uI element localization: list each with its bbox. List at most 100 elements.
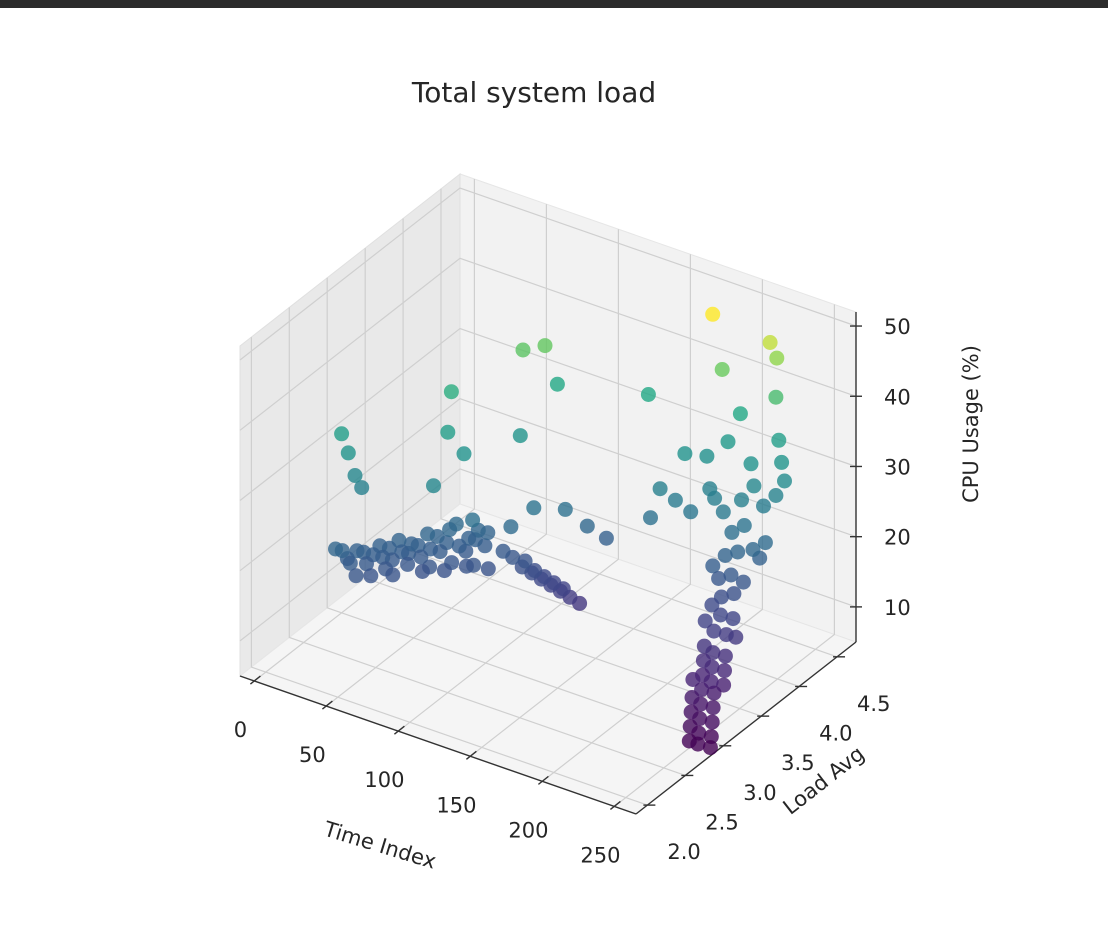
data-point (640, 387, 656, 402)
y-grid-line (326, 277, 724, 747)
data-point (328, 541, 343, 557)
y-grid-line (250, 337, 648, 806)
data-point (705, 306, 721, 322)
data-point (537, 338, 553, 354)
y-grid-line (288, 307, 686, 776)
data-point (734, 492, 749, 508)
data-point (771, 432, 787, 448)
data-point (456, 446, 472, 462)
data-point (704, 714, 720, 730)
data-point (400, 556, 416, 572)
z-grid-line (239, 398, 857, 572)
x-axis-line (239, 675, 637, 815)
data-point (724, 524, 740, 540)
data-point (769, 350, 785, 366)
data-point (711, 571, 727, 586)
data-point (549, 376, 565, 392)
data-point (495, 543, 511, 559)
data-point (480, 561, 496, 577)
chart-container: 0 50 100 150 200 250 2.0 2.5 3.0 3.5 4.0 4.5 10 20 30 4… (0, 8, 1108, 936)
data-point (683, 504, 699, 520)
data-point (436, 563, 452, 579)
data-point (579, 518, 595, 534)
data-point (557, 501, 573, 517)
x-grid-line (470, 254, 692, 757)
x-tick-mark (465, 750, 477, 760)
x-tick-mark (609, 800, 621, 811)
z-tick-label: 40 (884, 385, 911, 409)
data-point (652, 481, 668, 497)
x-grid-line (254, 179, 475, 682)
data-point (643, 510, 658, 526)
data-point (527, 563, 543, 578)
x-tick-label: 0 (234, 718, 247, 742)
data-point (526, 500, 542, 516)
data-point (736, 518, 752, 533)
data-point (756, 498, 771, 514)
window-top-bar (0, 0, 1108, 8)
z-tick-label: 10 (884, 596, 911, 620)
data-point (725, 611, 741, 627)
data-point (706, 623, 722, 639)
data-point (768, 488, 784, 503)
data-point (717, 663, 732, 679)
data-point (743, 456, 759, 472)
data-points (328, 306, 792, 756)
data-point (735, 574, 751, 590)
x-tick-label: 150 (436, 793, 476, 817)
data-point (745, 542, 761, 557)
z-tick-label: 20 (884, 526, 911, 550)
data-point (699, 448, 715, 464)
data-point (347, 468, 363, 483)
data-point (667, 492, 683, 508)
y-tick-label: 4.0 (819, 721, 852, 745)
data-point (413, 549, 429, 565)
data-point (334, 426, 350, 442)
y-axis-line (635, 641, 857, 815)
y-tick-label: 2.5 (705, 810, 738, 834)
data-point (720, 434, 736, 450)
z-tick-label: 50 (884, 315, 911, 339)
data-point (718, 627, 734, 643)
x-axis-title: Time Index (320, 817, 439, 874)
data-point (359, 556, 374, 572)
data-point (690, 736, 706, 752)
axis-panes (238, 172, 858, 815)
z-grid-line (239, 187, 857, 361)
z-grid-line (239, 257, 857, 431)
data-point (713, 607, 728, 623)
z-axis-title: CPU Usage (%) (959, 345, 983, 503)
data-point (697, 613, 713, 629)
z-tick-label: 30 (884, 455, 911, 479)
data-point (442, 522, 458, 538)
y-tick-label: 3.5 (781, 751, 814, 775)
data-point (677, 446, 693, 462)
data-point (443, 384, 459, 400)
data-point (730, 544, 746, 560)
data-point (714, 362, 730, 377)
data-point (342, 555, 358, 571)
y-tick-label: 3.0 (743, 781, 776, 805)
data-point (757, 535, 773, 551)
data-point (707, 490, 723, 506)
data-point (414, 564, 430, 579)
data-point (703, 729, 719, 745)
data-point (777, 473, 792, 489)
data-point (705, 700, 721, 716)
x-grid-line (326, 204, 548, 707)
data-point (717, 648, 733, 664)
axis-lines (239, 312, 862, 815)
data-point (705, 558, 721, 574)
y-tick-label: 2.0 (667, 840, 700, 864)
data-point (340, 445, 356, 461)
x-tick-label: 100 (364, 768, 404, 792)
data-point (426, 478, 441, 494)
x-tick-mark (321, 700, 333, 710)
data-point (598, 530, 614, 546)
scatter-3d-chart: 0 50 100 150 200 250 2.02.53.03.54.04.5 10 20 30 4… (234, 76, 983, 874)
data-point (723, 567, 739, 583)
data-point (512, 428, 528, 444)
data-point (726, 586, 742, 602)
data-point (458, 558, 474, 574)
data-point (440, 424, 456, 440)
